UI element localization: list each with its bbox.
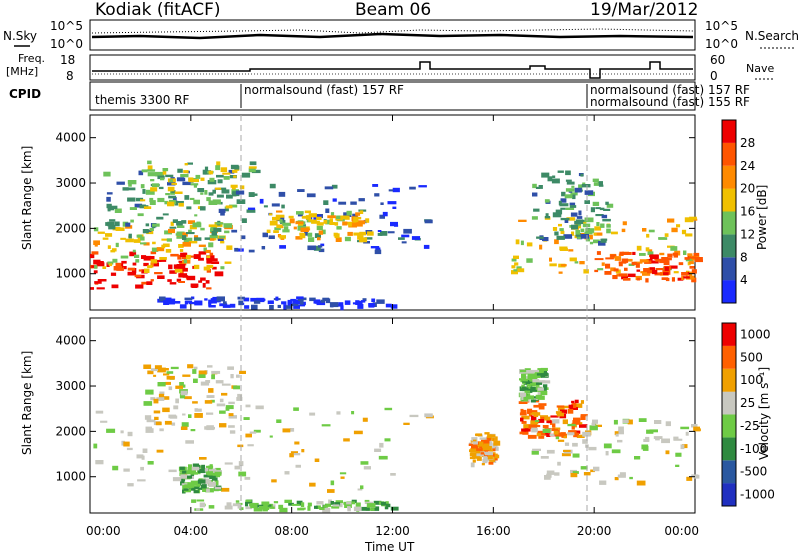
power-colorbar-tick-5: 20 (740, 182, 755, 196)
velocity-colorbar-cell-6 (722, 368, 736, 392)
velocity-y-ticks: 1000 2000 3000 4000 (55, 334, 695, 484)
power-colorbar-tick-4: 16 (740, 205, 755, 219)
x-tick-label-2: 04:00 (174, 524, 209, 538)
velocity-ytick-label-1: 1000 (55, 470, 86, 484)
freq-unit: [MHz] (6, 65, 38, 78)
velocity-colorbar-tick-2: 500 (740, 350, 763, 364)
velocity-band-2 (143, 364, 246, 433)
date-title: 19/Mar/2012 (590, 0, 698, 20)
power-colorbar-cell-5 (722, 188, 736, 212)
velocity-colorbar-cell-7 (722, 345, 736, 369)
velocity-colorbar-tick-4: 25 (740, 396, 755, 410)
velocity-colorbar: 1000 500 100 25 -25 -100 -500 -1000 (721, 322, 775, 507)
velocity-colorbar-tick-5: -25 (740, 419, 760, 433)
x-axis-label: Time UT (364, 540, 415, 554)
power-band-4 (127, 160, 261, 212)
power-colorbar-cell-8 (722, 120, 736, 143)
power-ytick-label-4: 4000 (55, 131, 86, 145)
power-colorbar-label: Power [dB] (755, 185, 769, 250)
velocity-ytick-label-3: 3000 (55, 379, 86, 393)
x-tick-label-5: 16:00 (476, 524, 511, 538)
power-ylabel: Slant Range [km] (20, 146, 34, 250)
nsearch-label: N.Search (745, 29, 799, 43)
velocity-colorbar-label: Velocity [m s⁻¹] (757, 367, 771, 460)
freq-strip: Freq. [MHz] 18 8 60 0 Nave (6, 52, 775, 83)
power-band-1 (90, 251, 224, 290)
noise-tick-left-bottom: 10^0 (50, 37, 83, 51)
velocity-bands (93, 364, 701, 513)
power-band-6 (266, 210, 374, 243)
velocity-colorbar-tick-3: 100 (740, 373, 763, 387)
power-colorbar-tick-1: 4 (740, 273, 748, 287)
velocity-colorbar-tick-1: 1000 (740, 327, 771, 341)
freq-tick-top: 18 (60, 53, 75, 67)
velocity-colorbar-cell-4 (722, 414, 736, 438)
velocity-colorbar-tick-7: -500 (740, 465, 767, 479)
station-title: Kodiak (fitACF) (95, 0, 221, 20)
power-ytick-label-3: 3000 (55, 176, 86, 190)
power-colorbar-tick-7: 28 (740, 136, 755, 150)
power-bands (90, 160, 703, 311)
beam-title: Beam 06 (355, 0, 431, 20)
noise-tick-right-top: 10^5 (705, 19, 738, 33)
power-colorbar-tick-6: 24 (740, 159, 755, 173)
nsky-label: N.Sky (3, 29, 37, 43)
velocity-colorbar-cell-2 (722, 460, 736, 484)
velocity-band-7 (531, 418, 701, 486)
velocity-band-4 (191, 499, 399, 513)
nave-tick-top: 60 (710, 53, 725, 67)
cpid-label: CPID (9, 87, 41, 101)
velocity-colorbar-cell-5 (722, 391, 736, 415)
nave-tick-bottom: 0 (710, 69, 718, 83)
power-colorbar-cell-3 (722, 234, 736, 258)
velocity-ytick-label-4: 4000 (55, 334, 86, 348)
cpid-strip: CPID themis 3300 RF normalsound (fast) 1… (9, 81, 750, 111)
cpid-segment-2: normalsound (fast) 157 RF (244, 83, 404, 97)
velocity-colorbar-cell-1 (722, 483, 736, 506)
power-colorbar-cell-7 (722, 142, 736, 166)
velocity-colorbar-cell-3 (722, 437, 736, 461)
x-axis-ticks: 00:00 04:00 08:00 12:00 16:00 20:00 00:00 (86, 115, 699, 538)
nave-label: Nave (746, 62, 774, 75)
power-band-9 (594, 251, 703, 283)
cpid-segment-4: normalsound (fast) 155 RF (590, 95, 750, 109)
cpid-segment-1: themis 3300 RF (95, 93, 189, 107)
freq-label: Freq. (18, 52, 45, 65)
noise-strip: N.Sky 10^5 10^0 10^5 10^0 N.Search (3, 19, 799, 51)
power-panel: Slant Range [km] 1000 2000 3000 4000 4 8 12 16… (20, 114, 769, 311)
x-tick-label-4: 12:00 (375, 524, 410, 538)
power-colorbar: 4 8 12 16 20 24 28 (721, 119, 755, 304)
power-colorbar-tick-3: 12 (740, 227, 755, 241)
velocity-ytick-label-2: 2000 (55, 424, 86, 438)
x-tick-label-3: 08:00 (274, 524, 309, 538)
x-tick-label-6: 20:00 (577, 524, 612, 538)
power-y-ticks: 1000 2000 3000 4000 (55, 131, 695, 281)
power-colorbar-tick-2: 8 (740, 250, 748, 264)
power-ytick-label-1: 1000 (55, 267, 86, 281)
noise-tick-right-bottom: 10^0 (705, 37, 738, 51)
power-ytick-label-2: 2000 (55, 221, 86, 235)
x-tick-label-7: 00:00 (664, 524, 699, 538)
freq-tick-bottom: 8 (66, 69, 74, 83)
power-colorbar-cell-1 (722, 280, 736, 303)
velocity-colorbar-cell-8 (722, 323, 736, 346)
velocity-band-8 (518, 367, 551, 403)
velocity-ylabel: Slant Range [km] (20, 351, 34, 455)
velocity-panel: Slant Range [km] 1000 2000 3000 4000 1000 50… (20, 317, 775, 514)
power-colorbar-cell-2 (722, 257, 736, 281)
power-colorbar-cell-6 (722, 165, 736, 189)
cpid-segment-3: normalsound (fast) 157 RF (590, 83, 750, 97)
power-band-10 (157, 296, 398, 311)
velocity-band-5 (468, 432, 501, 468)
power-band-5 (217, 183, 433, 255)
noise-tick-left-top: 10^5 (50, 19, 83, 33)
velocity-colorbar-tick-6: -100 (740, 442, 767, 456)
velocity-band-3 (178, 463, 222, 494)
velocity-colorbar-tick-8: -1000 (740, 488, 775, 502)
power-colorbar-cell-4 (722, 211, 736, 235)
x-tick-label-1: 00:00 (86, 524, 121, 538)
